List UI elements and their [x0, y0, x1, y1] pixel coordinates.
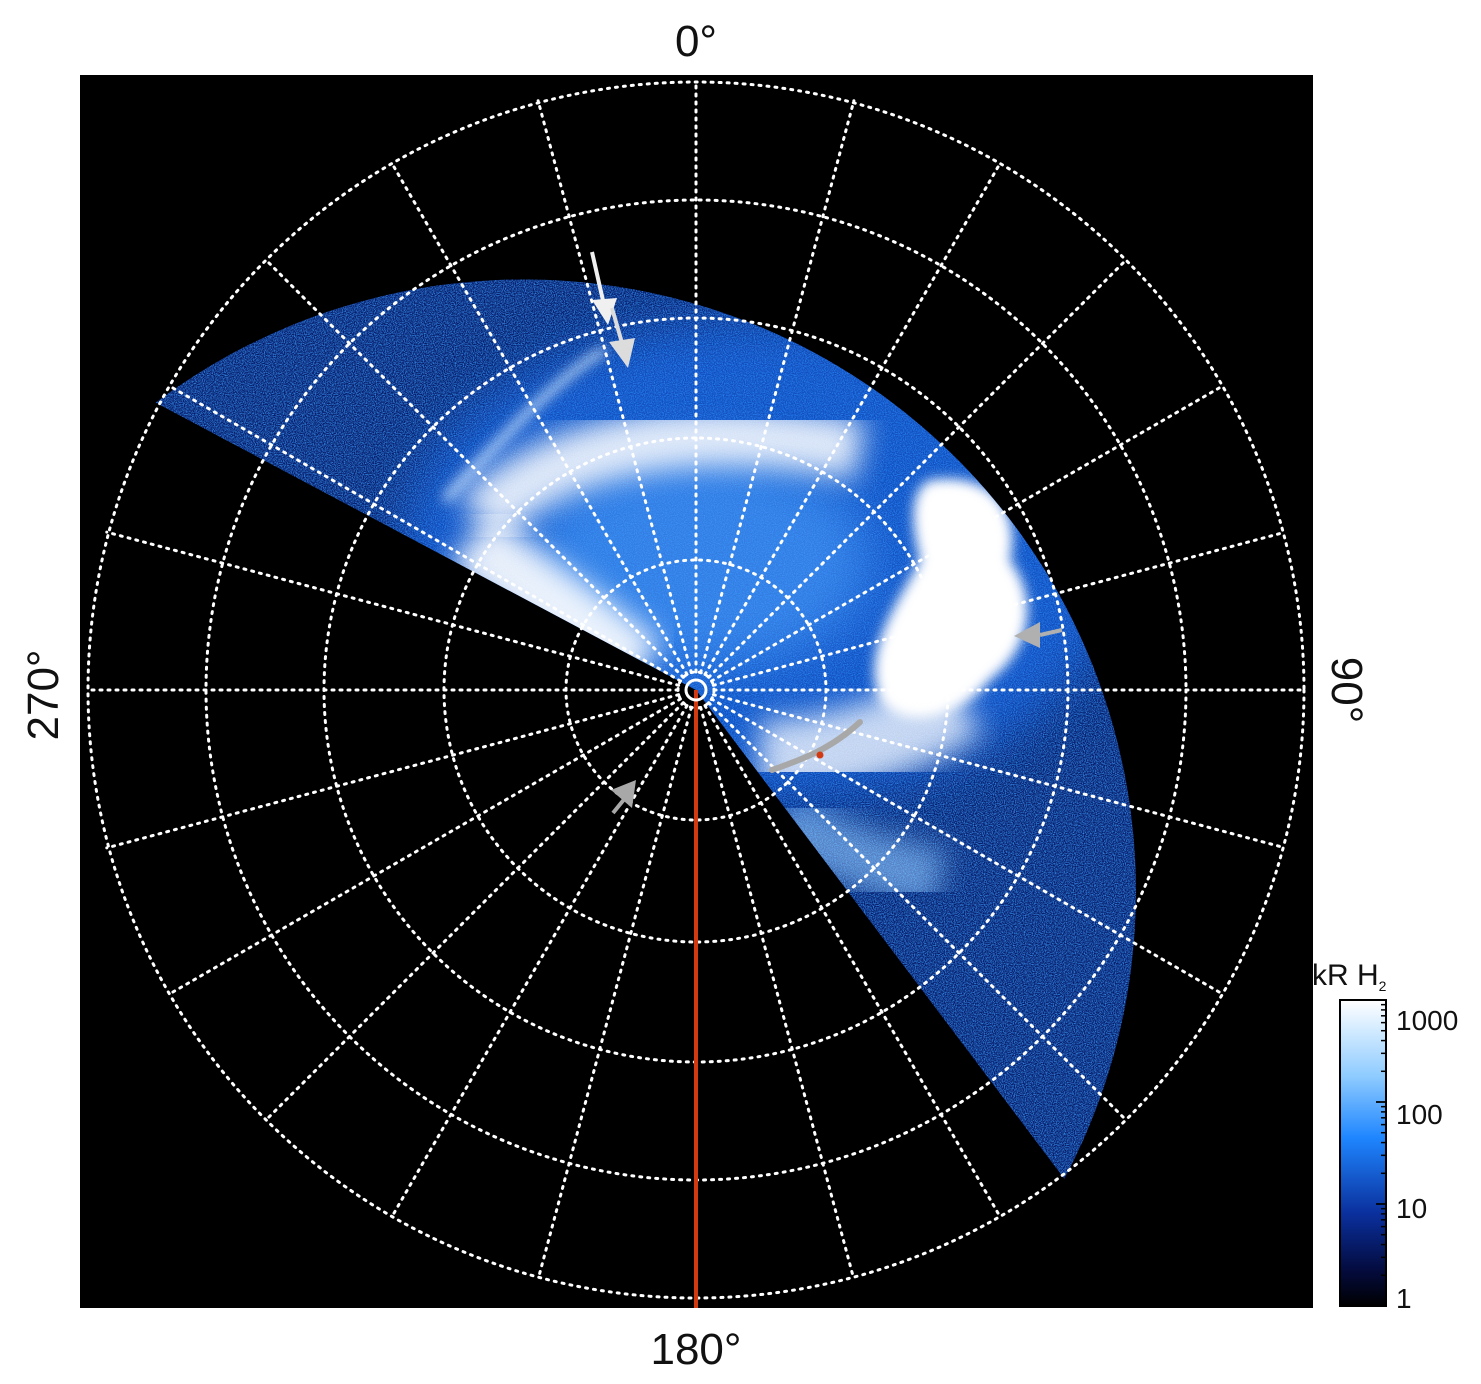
grid-spoke-60: [710, 383, 1226, 683]
grid-spoke-30: [703, 160, 1003, 676]
grid-spoke-195: [536, 705, 693, 1281]
colorbar-tick-1: 1: [1396, 1283, 1412, 1314]
grid-spoke-240: [166, 697, 682, 997]
grid-spoke-225: [263, 701, 685, 1123]
colorbar-unit-label: kR H2: [1312, 959, 1387, 994]
grid-spoke-105: [711, 693, 1287, 850]
gray-footprint-track: [769, 719, 863, 773]
track-red-point: [816, 751, 824, 759]
label-180-deg: 180°: [650, 1325, 741, 1374]
grid-spoke-165: [699, 705, 856, 1281]
gray-arrow-south: [611, 780, 636, 815]
white-arrow-lower: [609, 307, 635, 368]
grid-spoke-120: [710, 697, 1226, 997]
grid-spoke-135: [707, 701, 1129, 1123]
pole-marker: [684, 678, 708, 702]
colorbar-tick-10: 10: [1396, 1193, 1427, 1224]
label-90-deg: 90°: [1322, 657, 1371, 724]
grid-spoke-330: [389, 160, 689, 676]
grid-spoke-15: [699, 99, 856, 675]
grid-spoke-300: [166, 383, 682, 683]
grid-spoke-255: [105, 693, 681, 850]
label-0-deg: 0°: [675, 17, 717, 66]
colorbar: kR H2 1000 100 10 1: [1312, 959, 1458, 1314]
grid-spoke-345: [536, 99, 693, 675]
grid-spoke-45: [707, 257, 1129, 679]
grid-spoke-285: [105, 530, 681, 687]
polar-grid: [84, 78, 1308, 1302]
colorbar-gradient: [1339, 999, 1387, 1307]
colorbar-tick-100: 100: [1396, 1099, 1443, 1130]
grid-spoke-315: [263, 257, 685, 679]
grid-spoke-210: [389, 704, 689, 1220]
grid-spoke-150: [703, 704, 1003, 1220]
label-270-deg: 270°: [19, 649, 68, 740]
gray-arrow-east: [1014, 622, 1063, 648]
white-arrow-upper: [590, 251, 617, 325]
grid-spoke-75: [711, 530, 1287, 687]
colorbar-tick-1000: 1000: [1396, 1005, 1458, 1036]
